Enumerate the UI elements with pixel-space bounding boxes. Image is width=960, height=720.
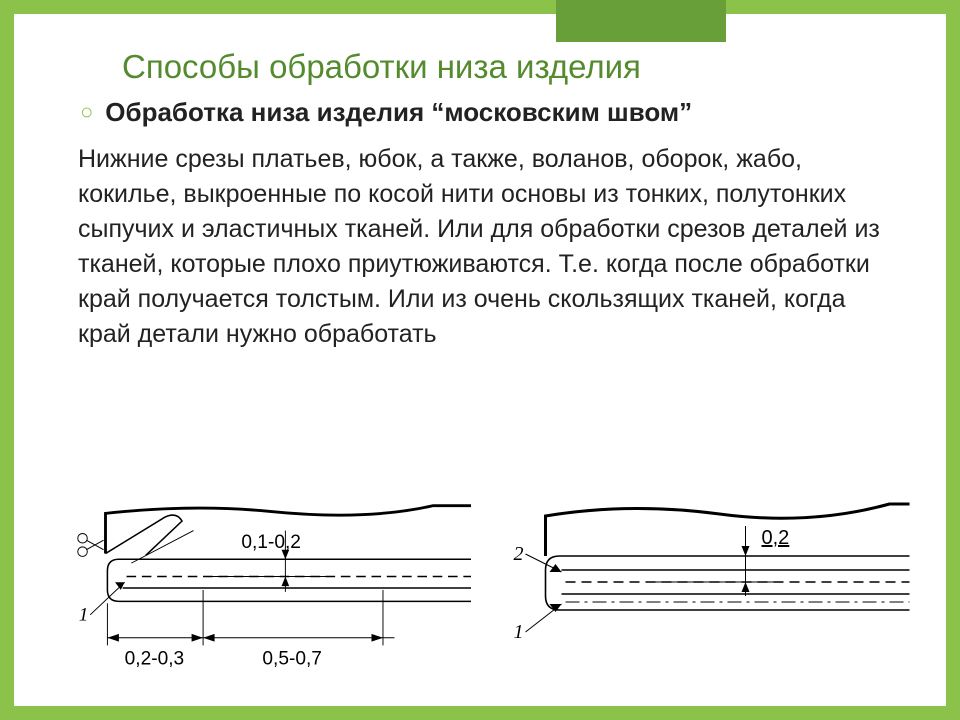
subtitle-row: ○ Обработка низа изделия “московским шво… [74,96,902,128]
dim-top: 0,1-0,2 [241,532,301,553]
page-title: Способы обработки низа изделия [122,48,902,86]
diagram-left: 0,1-0,2 0,2-0,3 0,5-0,7 1 [50,492,471,684]
label-2-right: 2 [514,543,524,565]
subtitle: Обработка низа изделия “московским швом” [105,96,692,128]
label-1-left: 1 [79,605,89,626]
accent-block [556,0,726,42]
dim-bottom-left: 0,2-0,3 [125,649,185,670]
diagram-row: 0,1-0,2 0,2-0,3 0,5-0,7 1 [50,492,910,684]
slide: Способы обработки низа изделия ○ Обработ… [0,0,960,720]
label-1-right: 1 [514,621,524,643]
body-text: Нижние срезы платьев, юбок, а также, вол… [78,142,902,352]
dim-bottom-right: 0,5-0,7 [262,649,322,670]
content-area: Способы обработки низа изделия ○ Обработ… [14,14,946,352]
bullet-icon: ○ [80,96,93,128]
diagram-right: 0,2 2 1 [489,492,910,684]
dim-top-right: 0,2 [762,527,790,549]
